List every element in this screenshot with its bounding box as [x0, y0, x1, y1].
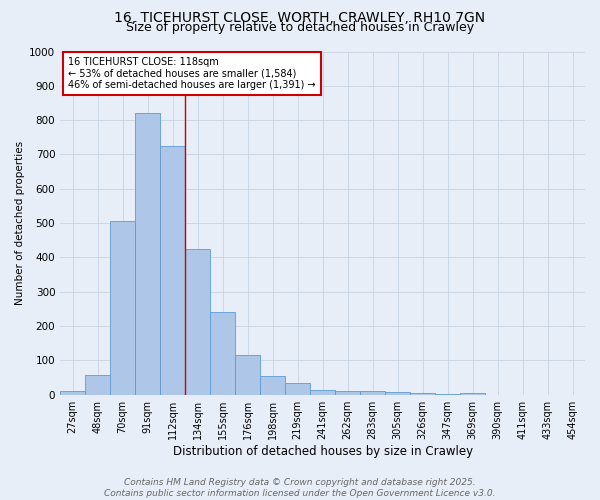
Text: 16, TICEHURST CLOSE, WORTH, CRAWLEY, RH10 7GN: 16, TICEHURST CLOSE, WORTH, CRAWLEY, RH1…: [115, 11, 485, 25]
Bar: [235, 355, 260, 395]
Bar: [160, 146, 185, 394]
Text: Contains HM Land Registry data © Crown copyright and database right 2025.
Contai: Contains HM Land Registry data © Crown c…: [104, 478, 496, 498]
X-axis label: Distribution of detached houses by size in Crawley: Distribution of detached houses by size …: [173, 444, 473, 458]
Bar: [85, 375, 110, 394]
Bar: [310, 390, 335, 394]
Y-axis label: Number of detached properties: Number of detached properties: [15, 141, 25, 305]
Bar: [260, 376, 285, 394]
Text: Size of property relative to detached houses in Crawley: Size of property relative to detached ho…: [126, 22, 474, 35]
Bar: [410, 393, 435, 394]
Bar: [60, 392, 85, 394]
Bar: [185, 249, 210, 394]
Bar: [335, 392, 360, 394]
Bar: [360, 390, 385, 394]
Bar: [110, 222, 135, 394]
Bar: [285, 384, 310, 394]
Bar: [460, 393, 485, 394]
Text: 16 TICEHURST CLOSE: 118sqm
← 53% of detached houses are smaller (1,584)
46% of s: 16 TICEHURST CLOSE: 118sqm ← 53% of deta…: [68, 56, 316, 90]
Bar: [210, 312, 235, 394]
Bar: [135, 114, 160, 394]
Bar: [385, 392, 410, 394]
